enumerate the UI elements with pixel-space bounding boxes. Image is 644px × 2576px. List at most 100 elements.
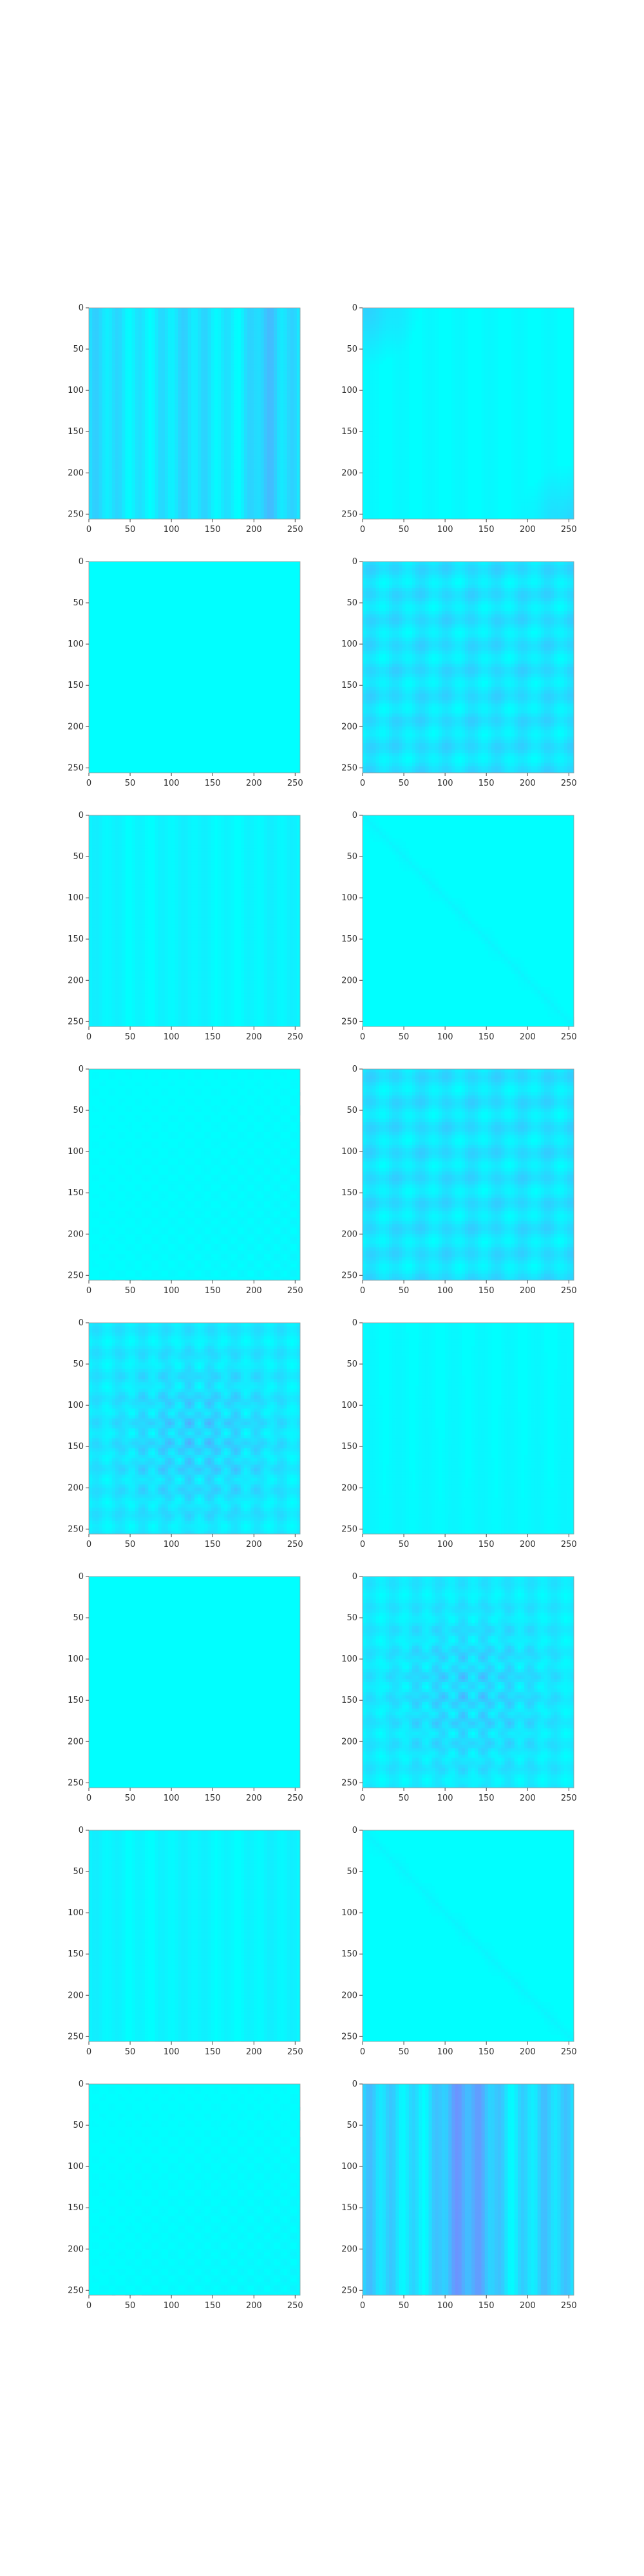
heatmap-cell — [287, 440, 290, 443]
heatmap-cell — [135, 437, 138, 440]
heatmap-cell — [511, 361, 515, 364]
heatmap-cell — [115, 489, 118, 493]
heatmap-cell — [95, 443, 99, 446]
heatmap-cell — [182, 457, 185, 460]
heatmap-cell — [191, 308, 194, 311]
heatmap-cell — [241, 420, 244, 423]
heatmap-cell — [247, 502, 251, 506]
heatmap-cell — [214, 325, 218, 328]
heatmap-cell — [112, 466, 115, 469]
heatmap-cell — [283, 387, 287, 390]
heatmap-cell — [257, 473, 260, 476]
heatmap-cell — [294, 460, 297, 463]
heatmap-cell — [571, 374, 574, 377]
heatmap-cell — [165, 331, 168, 334]
heatmap-cell — [270, 377, 274, 381]
heatmap-cell — [118, 457, 122, 460]
heatmap-cell — [211, 506, 214, 509]
heatmap-cell — [257, 502, 260, 506]
heatmap-cell — [165, 496, 168, 499]
heatmap-cell — [129, 460, 132, 463]
heatmap-cell — [125, 516, 128, 519]
heatmap-cell — [241, 393, 244, 397]
heatmap-cell — [208, 473, 211, 476]
heatmap-cell — [274, 334, 277, 337]
heatmap-cell — [175, 473, 178, 476]
heatmap-cell — [171, 390, 175, 393]
heatmap-cell — [204, 427, 207, 430]
heatmap-cell — [392, 367, 395, 370]
heatmap-cell — [224, 427, 227, 430]
heatmap-cell — [122, 413, 125, 417]
heatmap-cell — [191, 370, 194, 374]
heatmap-cell — [571, 384, 574, 387]
heatmap-cell — [185, 499, 188, 502]
heatmap-cell — [122, 370, 125, 374]
heatmap-cell — [287, 334, 290, 337]
heatmap-cell — [277, 308, 280, 311]
heatmap-cell — [142, 420, 145, 423]
heatmap-cell — [92, 401, 95, 404]
heatmap-cell — [231, 496, 234, 499]
heatmap-cell — [185, 496, 188, 499]
heatmap-cell — [185, 351, 188, 354]
heatmap-cell — [178, 370, 181, 374]
heatmap-cell — [406, 374, 409, 377]
heatmap-cell — [491, 341, 495, 344]
heatmap-cell — [214, 334, 218, 337]
heatmap-cell — [244, 466, 247, 469]
heatmap-cell — [158, 466, 162, 469]
heatmap-cell — [218, 473, 221, 476]
heatmap-cell — [366, 370, 369, 374]
heatmap-cell — [429, 341, 432, 344]
heatmap-cell — [211, 344, 214, 347]
heatmap-cell — [241, 361, 244, 364]
heatmap-cell — [270, 331, 274, 334]
heatmap-cell — [214, 502, 218, 506]
heatmap-cell — [162, 489, 165, 493]
heatmap-cell — [95, 390, 99, 393]
heatmap-cell — [554, 325, 557, 328]
heatmap-cell — [425, 341, 428, 344]
heatmap-cell — [459, 387, 462, 390]
heatmap-cell — [129, 480, 132, 483]
heatmap-cell — [571, 364, 574, 367]
heatmap-cell — [125, 314, 128, 317]
heatmap-cell — [194, 486, 198, 489]
heatmap-cell — [241, 381, 244, 384]
heatmap-cell — [112, 502, 115, 506]
heatmap-cell — [270, 516, 274, 519]
heatmap-cell — [287, 493, 290, 496]
heatmap-cell — [264, 377, 267, 381]
heatmap-cell — [554, 354, 557, 357]
heatmap-cell — [425, 367, 428, 370]
heatmap-cell — [451, 357, 455, 361]
heatmap-cell — [109, 381, 112, 384]
heatmap-cell — [106, 437, 109, 440]
heatmap-cell — [462, 387, 465, 390]
heatmap-cell — [135, 446, 138, 450]
heatmap-cell — [485, 384, 488, 387]
heatmap-cell — [165, 348, 168, 351]
heatmap-cell — [211, 390, 214, 393]
heatmap-cell — [92, 367, 95, 370]
heatmap-cell — [204, 334, 207, 337]
heatmap-cell — [99, 450, 102, 453]
heatmap-cell — [208, 469, 211, 473]
heatmap-cell — [254, 423, 257, 426]
heatmap-cell — [518, 354, 521, 357]
heatmap-cell — [211, 446, 214, 450]
heatmap-cell — [129, 377, 132, 381]
heatmap-cell — [125, 506, 128, 509]
heatmap-cell — [511, 377, 515, 381]
heatmap-cell — [261, 413, 264, 417]
heatmap-cell — [290, 489, 294, 493]
heatmap-cell — [297, 469, 300, 473]
heatmap-cell — [261, 384, 264, 387]
heatmap-cell — [515, 325, 518, 328]
heatmap-cell — [204, 443, 207, 446]
heatmap-cell — [92, 486, 95, 489]
heatmap-cell — [554, 331, 557, 334]
heatmap-cell — [392, 384, 395, 387]
heatmap-cell — [485, 364, 488, 367]
